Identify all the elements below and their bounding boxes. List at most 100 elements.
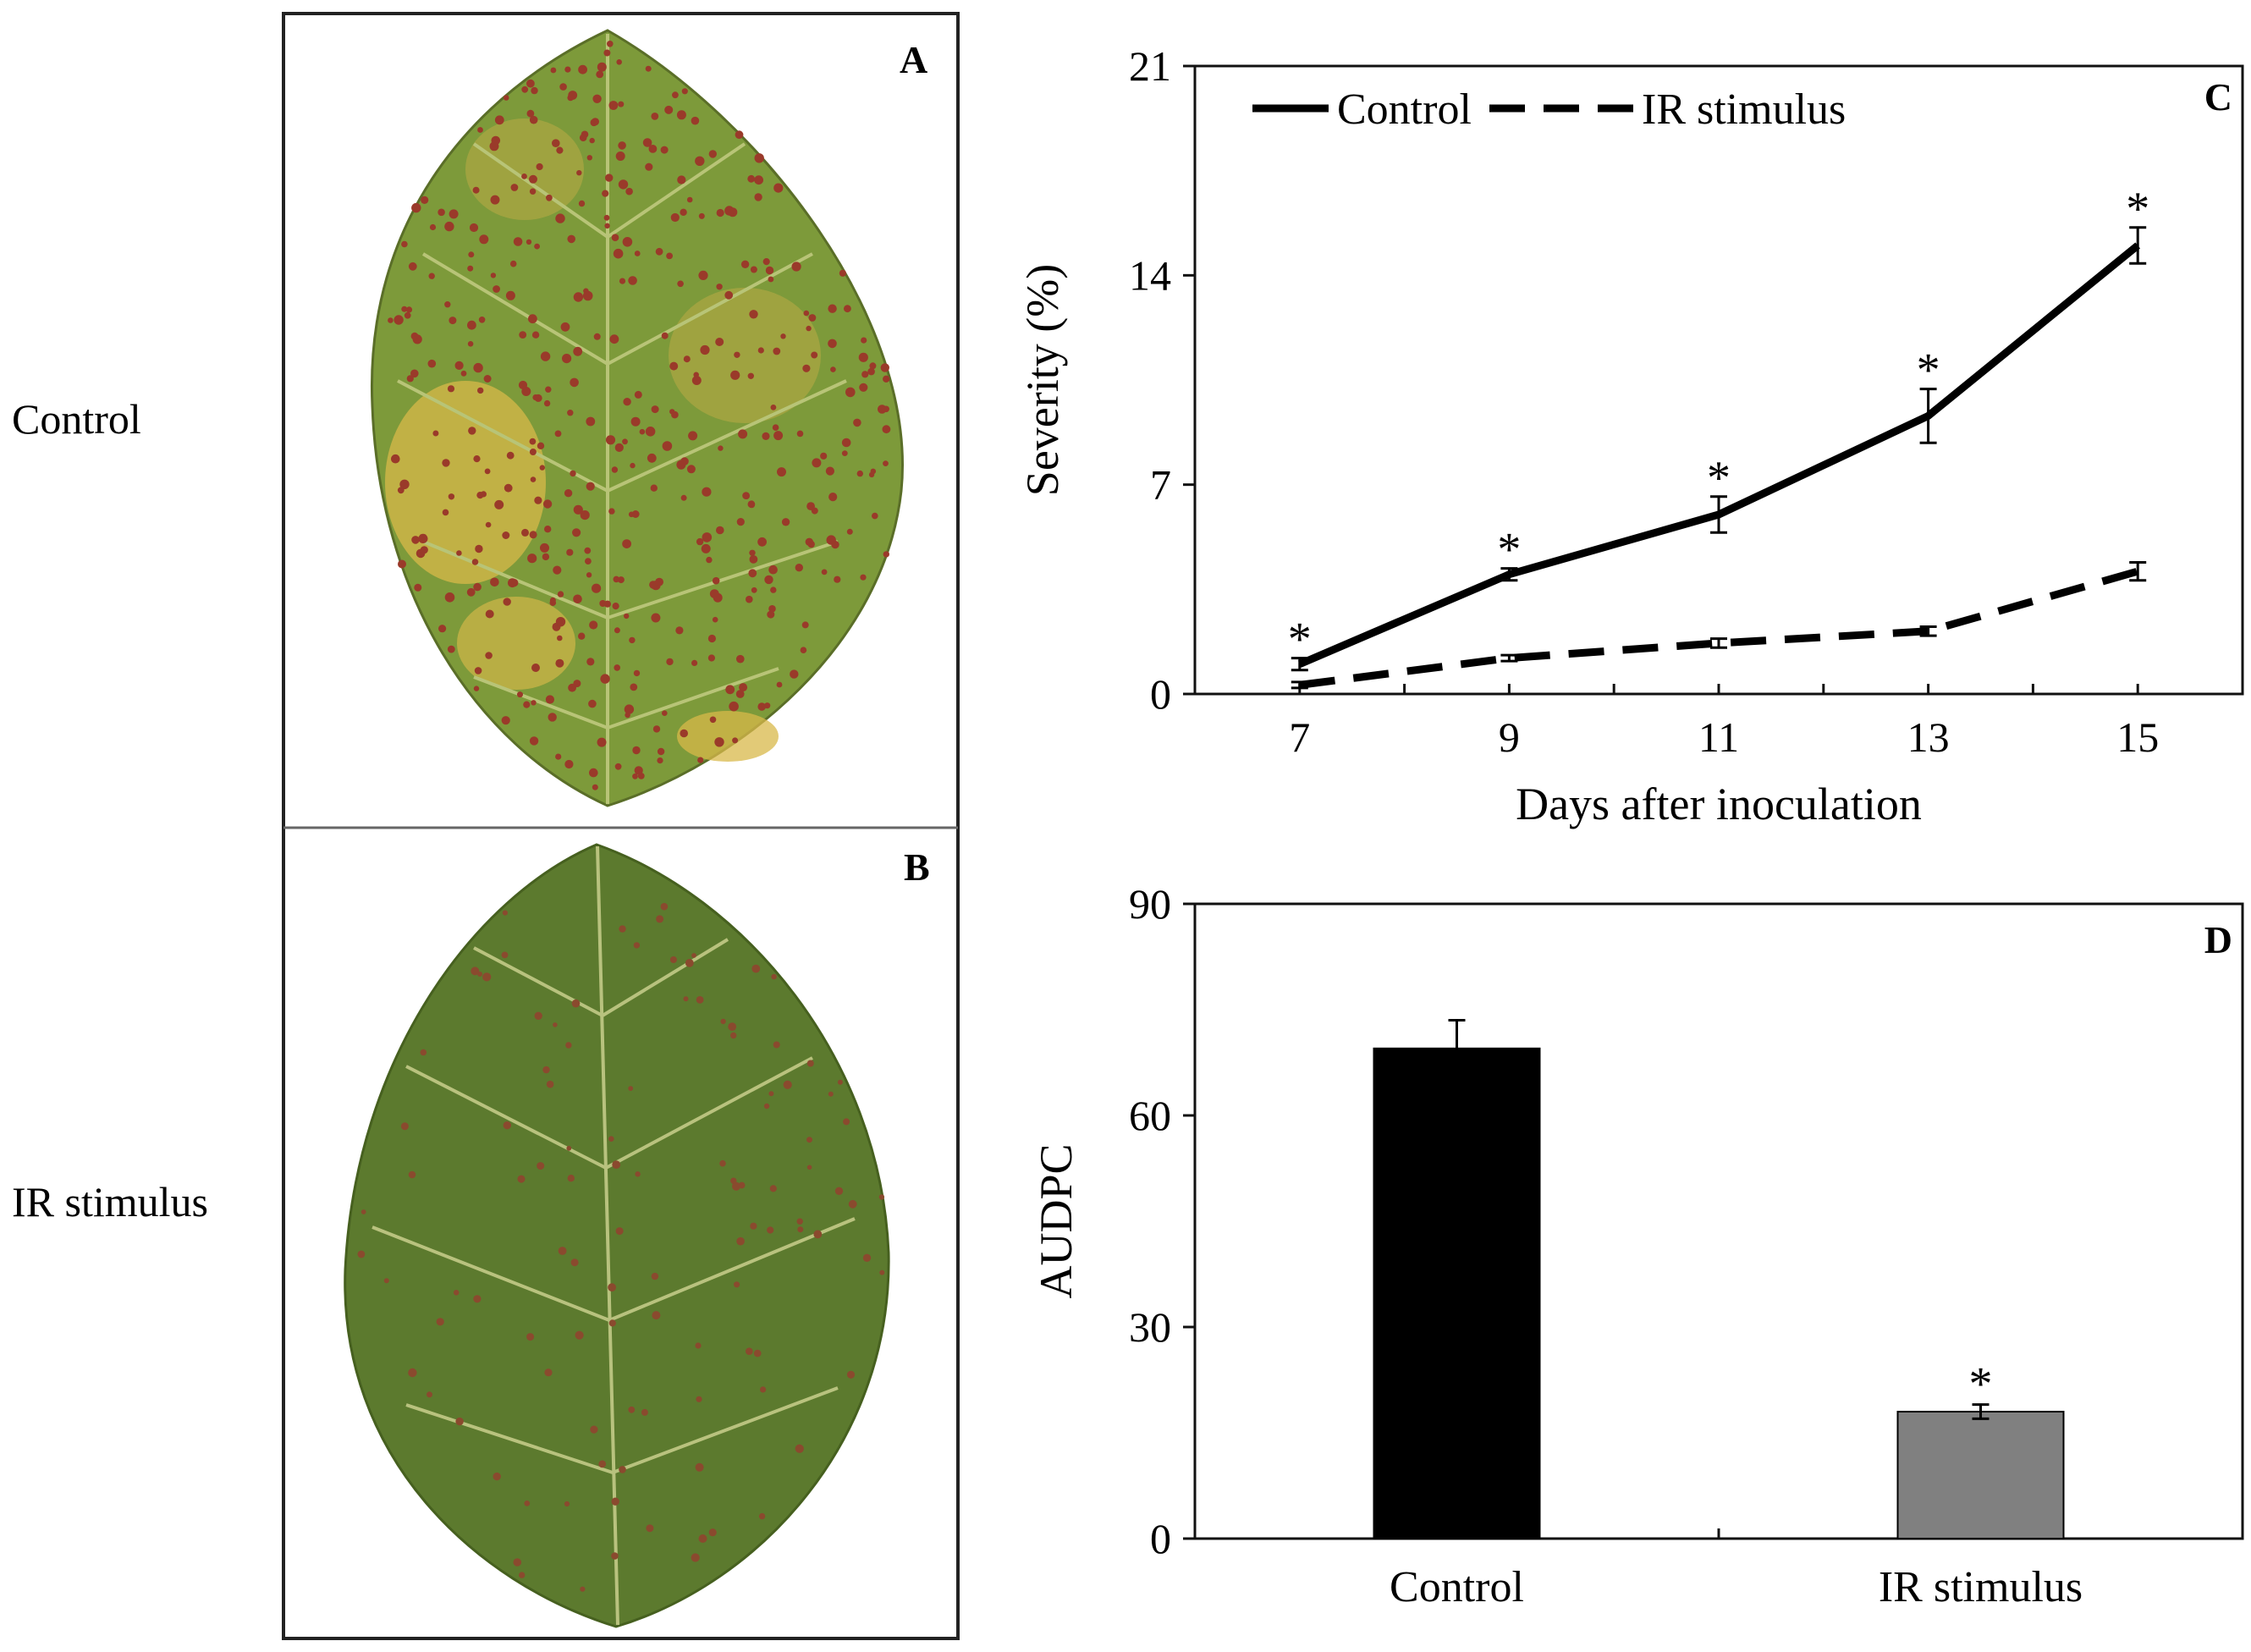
bar-ir-stimulus <box>1896 1411 2065 1539</box>
rust-spot <box>429 223 437 231</box>
rust-spot <box>609 334 619 344</box>
rust-spot <box>472 186 480 194</box>
rust-spot <box>436 1318 444 1326</box>
rust-spot <box>634 766 643 775</box>
rust-spot <box>623 398 631 406</box>
rust-spot <box>456 550 462 556</box>
rust-spot <box>586 482 595 491</box>
rust-spot <box>754 175 763 185</box>
rust-spot <box>410 332 419 340</box>
rust-spot <box>762 258 770 266</box>
rust-spot <box>455 1417 464 1426</box>
leaf-photo-b <box>344 843 890 1628</box>
rust-spot <box>772 424 779 432</box>
rust-spot <box>553 565 562 575</box>
rust-spot <box>650 484 658 492</box>
rust-spot <box>641 1408 648 1416</box>
rust-spot <box>655 247 663 256</box>
rust-spot <box>564 1501 570 1507</box>
severity-line-chart: 0 7 14 21 7 9 11 13 15 Days after inoculation Seve… <box>1017 42 2244 829</box>
rust-spot <box>708 150 717 158</box>
rust-spot <box>758 1512 766 1520</box>
rust-spot <box>484 468 491 475</box>
rust-spot <box>724 206 735 216</box>
rust-spot <box>531 86 538 95</box>
rust-spot <box>796 430 804 438</box>
rust-spot <box>691 376 702 385</box>
rust-spot <box>622 438 628 445</box>
rust-spot <box>567 94 574 102</box>
rust-spot <box>553 1022 558 1027</box>
rust-spot <box>611 1552 619 1560</box>
rust-spot <box>555 753 562 760</box>
rust-spot <box>578 632 586 640</box>
rust-spot <box>768 564 778 575</box>
rust-spot <box>527 553 537 564</box>
rust-spot <box>639 428 646 435</box>
rust-spot <box>482 972 492 982</box>
rust-spot <box>611 466 619 473</box>
rust-spot <box>724 290 734 300</box>
rust-spot <box>489 141 499 151</box>
rust-spot <box>576 170 582 176</box>
rust-spot <box>469 223 479 233</box>
rust-spot <box>738 429 748 439</box>
audpc-bar-chart: 0 30 60 90 AUDPC Control * IR stimulus D <box>1031 880 2244 1611</box>
rust-spot <box>856 470 863 477</box>
rust-spot <box>575 1330 584 1340</box>
rust-spot <box>501 716 510 725</box>
rust-spot <box>628 1406 636 1413</box>
rust-spot <box>853 418 861 427</box>
rust-spot <box>630 683 638 691</box>
rust-spot <box>494 499 504 509</box>
rust-spot <box>707 654 716 662</box>
rust-spot <box>632 746 641 755</box>
rust-spot <box>427 359 437 368</box>
rust-spot <box>477 972 482 977</box>
y-tick-label: 0 <box>1150 670 1171 718</box>
rust-spot <box>712 576 720 585</box>
rust-spot <box>614 443 624 453</box>
rust-spot <box>567 410 574 416</box>
rust-spot <box>406 375 414 383</box>
rust-spot <box>408 1368 417 1378</box>
rust-spot <box>697 757 704 763</box>
rust-spot <box>649 581 658 589</box>
leaf-b-rust-spots <box>357 902 885 1592</box>
rust-spot <box>467 320 476 330</box>
rust-spot <box>812 458 822 468</box>
rust-spot <box>596 70 604 79</box>
legend-label-control: Control <box>1337 85 1472 134</box>
rust-spot <box>811 351 818 359</box>
rust-spot <box>635 1171 641 1177</box>
rust-spot <box>545 695 555 704</box>
rust-spot <box>844 305 851 313</box>
rust-spot <box>771 973 777 980</box>
rust-spot <box>768 276 774 283</box>
rust-spot <box>683 355 691 363</box>
rust-spot <box>686 196 693 203</box>
rust-spot <box>557 635 563 642</box>
rust-spot <box>586 658 595 666</box>
rust-spot <box>750 266 757 273</box>
rust-spot <box>454 361 464 370</box>
rust-spot <box>442 459 450 467</box>
rust-spot <box>597 737 607 747</box>
rust-spot <box>681 88 688 95</box>
rust-spot <box>651 613 661 623</box>
rust-spot <box>444 301 451 308</box>
rust-spot <box>475 544 483 553</box>
rust-spot <box>837 1079 843 1085</box>
rust-spot <box>490 273 497 278</box>
rust-spot <box>537 1162 545 1170</box>
rust-spot <box>530 476 537 482</box>
rust-spot <box>573 504 583 515</box>
rust-spot <box>607 41 614 47</box>
rust-spot <box>656 915 664 923</box>
rust-spot <box>414 583 422 592</box>
rust-spot <box>806 325 812 332</box>
rust-spot <box>685 959 694 967</box>
rust-spot <box>707 634 717 643</box>
rust-spot <box>398 559 406 569</box>
rust-spot <box>691 1553 700 1562</box>
